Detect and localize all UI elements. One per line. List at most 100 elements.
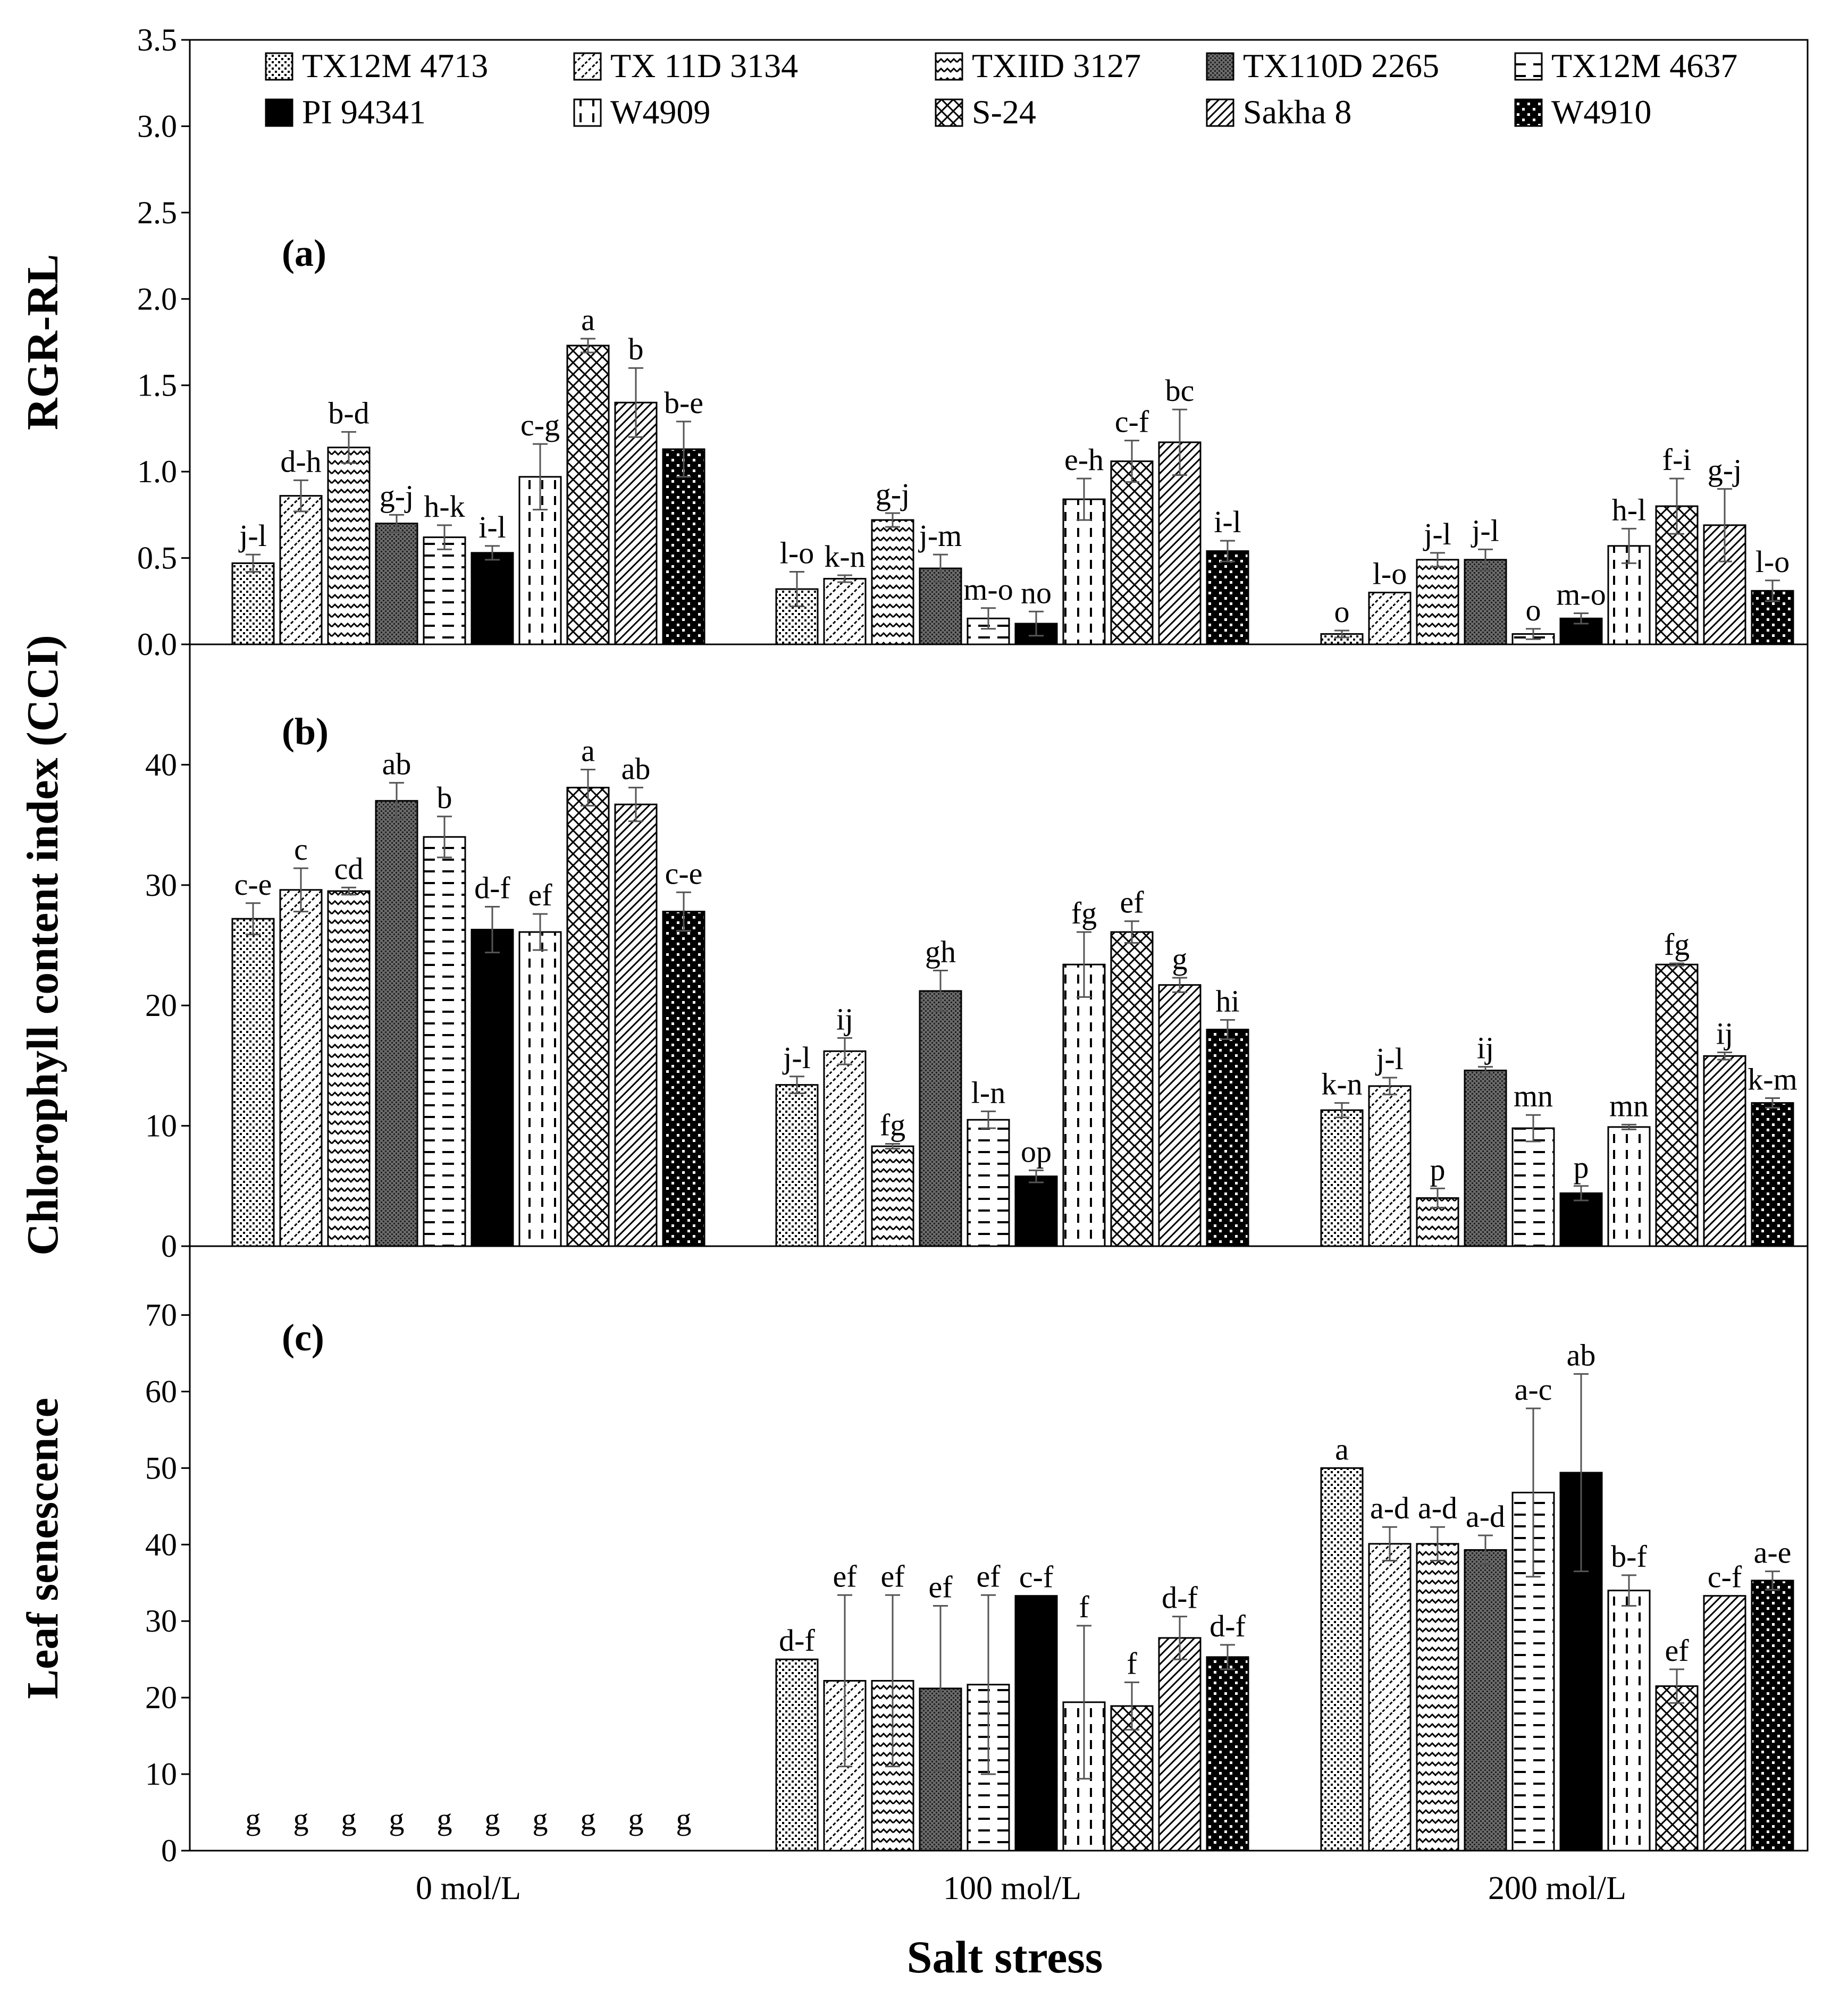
y-tick-label: 2.5	[137, 195, 177, 230]
significance-letter: j-l	[1423, 517, 1451, 551]
bar	[423, 536, 466, 645]
significance-letter: d-f	[474, 871, 510, 905]
legend-label: TX12M 4637	[1551, 47, 1737, 85]
significance-letter: b-d	[328, 396, 369, 430]
significance-letter: mn	[1609, 1088, 1649, 1123]
bar	[1751, 1102, 1794, 1247]
panel-label: (b)	[282, 710, 329, 753]
significance-letter: a-d	[1466, 1499, 1505, 1534]
legend-swatch	[573, 98, 602, 127]
significance-letter: l-n	[971, 1075, 1005, 1110]
significance-letter: j-l	[782, 1040, 811, 1075]
significance-letter: j-l	[1375, 1041, 1404, 1076]
bar	[327, 890, 371, 1247]
significance-letter: a	[581, 733, 595, 768]
legend-label: TXIID 3127	[972, 47, 1141, 85]
bar	[1703, 1055, 1746, 1247]
significance-letter: c-f	[1019, 1560, 1054, 1594]
legend-swatch	[1206, 98, 1234, 127]
significance-letter: a	[581, 303, 595, 337]
significance-letter: ij	[1716, 1016, 1733, 1051]
significance-letter: h-k	[424, 489, 465, 524]
significance-letter: ij	[1477, 1031, 1494, 1065]
significance-letter: fg	[1071, 896, 1097, 930]
significance-letter: l-o	[1755, 544, 1790, 579]
significance-letter: j-l	[1471, 513, 1499, 548]
y-tick-label: 40	[145, 747, 177, 782]
y-tick-label: 10	[145, 1108, 177, 1144]
bar	[1607, 1126, 1651, 1247]
significance-letter: k-n	[1321, 1067, 1362, 1102]
significance-letter: p	[1574, 1150, 1589, 1184]
significance-letter: fg	[880, 1108, 905, 1142]
significance-letter: f	[1079, 1590, 1089, 1624]
significance-letter: g	[437, 1802, 452, 1836]
significance-letter: g	[246, 1802, 261, 1836]
bar	[375, 800, 418, 1247]
significance-letter: g	[628, 1802, 644, 1836]
significance-letter: e-h	[1064, 442, 1104, 477]
bar	[1014, 1595, 1058, 1852]
x-category-label: 0 mol/L	[416, 1870, 521, 1906]
significance-letter: ab	[1567, 1338, 1596, 1372]
legend-swatch	[1206, 52, 1234, 81]
y-tick-label: 0.0	[137, 627, 177, 662]
significance-letter: a-d	[1418, 1491, 1457, 1525]
significance-letter: g-j	[876, 477, 910, 511]
y-axis-label: Chlorophyll content index (CCI)	[18, 635, 68, 1256]
bar	[1206, 1656, 1249, 1852]
y-tick-label: 2.0	[137, 281, 177, 316]
significance-letter: g	[389, 1802, 405, 1836]
y-tick-label: 70	[145, 1298, 177, 1333]
bar	[279, 495, 323, 645]
legend-swatch	[573, 52, 602, 81]
y-axis-label: RGR-RL	[18, 254, 68, 430]
y-tick-label: 30	[145, 868, 177, 903]
bar	[871, 519, 914, 645]
y-tick-label: 3.5	[137, 22, 177, 57]
bar	[1110, 931, 1154, 1247]
bar	[967, 1119, 1010, 1247]
significance-letter: k-n	[824, 539, 865, 574]
significance-letter: ij	[836, 1002, 853, 1036]
significance-letter: h-l	[1612, 492, 1646, 527]
y-tick-label: 20	[145, 1680, 177, 1715]
bar	[1464, 1549, 1507, 1852]
significance-letter: a	[1335, 1432, 1349, 1466]
significance-letter: d-h	[280, 444, 321, 478]
panel-label: (a)	[282, 232, 326, 274]
bar	[1703, 1595, 1746, 1852]
significance-letter: gh	[925, 935, 956, 969]
legend-label: S-24	[972, 93, 1036, 131]
significance-letter: ef	[928, 1569, 953, 1604]
legend: TX12M 4713 TX 11D 3134 TXIID 3127 TX110D 22…	[265, 47, 1737, 131]
bar	[375, 523, 418, 645]
significance-letter: g	[293, 1802, 309, 1836]
y-tick-label: 50	[145, 1450, 177, 1485]
significance-letter: g	[485, 1802, 500, 1836]
significance-letter: bc	[1165, 373, 1195, 408]
significance-letter: b	[437, 780, 452, 815]
y-tick-label: 1.0	[137, 454, 177, 489]
bar	[471, 552, 514, 645]
bar	[566, 345, 610, 645]
bar	[1062, 963, 1106, 1247]
bar	[775, 1658, 819, 1852]
bar	[1320, 1467, 1364, 1852]
bars-layer	[231, 338, 1794, 1852]
significance-letter: hi	[1215, 984, 1239, 1018]
significance-letter: l-o	[1373, 557, 1407, 591]
significance-letter: cd	[334, 851, 364, 886]
bar	[1655, 1685, 1699, 1852]
bar	[279, 889, 323, 1247]
significance-letter: k-m	[1748, 1062, 1797, 1097]
significance-letter: ef	[976, 1559, 1001, 1593]
significance-letter: m-o	[1556, 577, 1606, 612]
legend-swatch	[265, 52, 293, 81]
significance-letter: c-e	[234, 867, 272, 902]
significance-letter: ef	[1120, 885, 1144, 920]
significance-letter: ab	[382, 746, 411, 781]
significance-letter: a-e	[1754, 1535, 1792, 1570]
significance-letter: c	[294, 832, 308, 867]
significance-letter: p	[1430, 1152, 1446, 1187]
